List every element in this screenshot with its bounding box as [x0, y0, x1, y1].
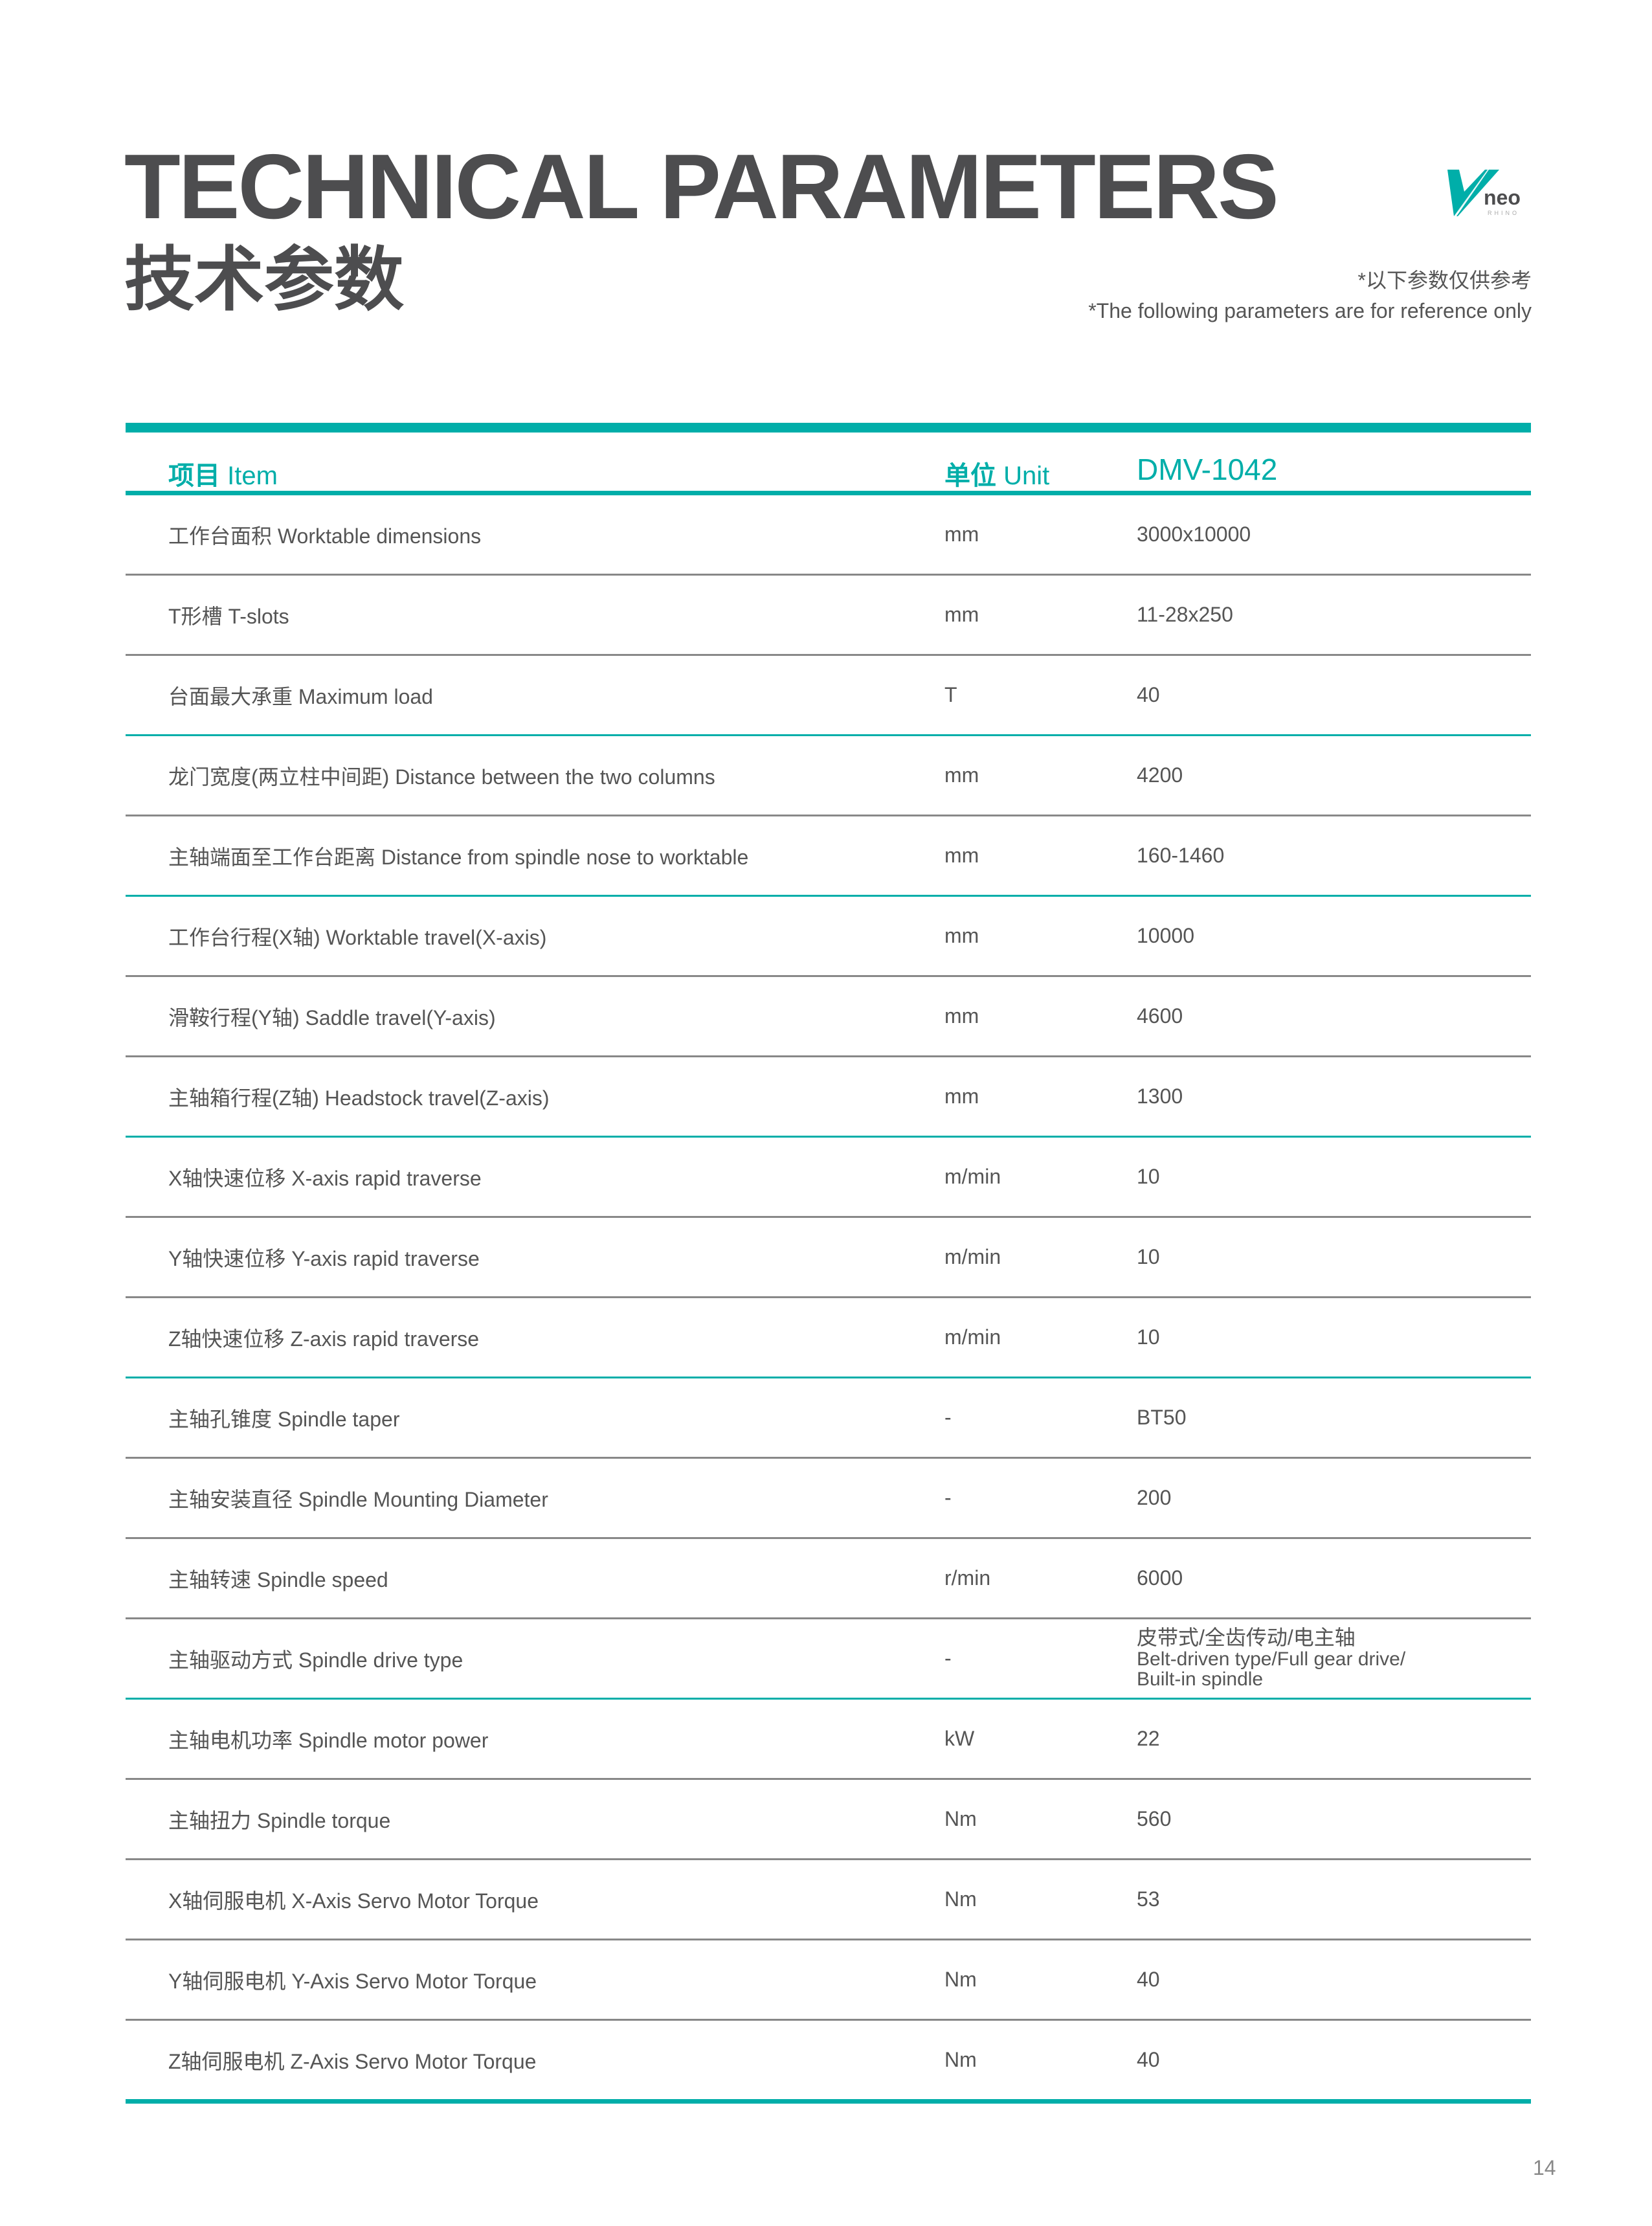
- unit-cell: mm: [944, 924, 979, 947]
- unit-cell: mm: [944, 844, 979, 867]
- page-title-chinese: 技术参数: [124, 240, 405, 319]
- table-row: Z轴快速位移 Z-axis rapid traverse m/min 10: [126, 1298, 1531, 1378]
- table-row: X轴快速位移 X-axis rapid traverse m/min 10: [126, 1138, 1531, 1218]
- unit-cell: mm: [944, 603, 979, 626]
- table-row: X轴伺服电机 X-Axis Servo Motor Torque Nm 53: [126, 1860, 1531, 1940]
- value-cell: 53: [1137, 1887, 1160, 1911]
- unit-cell: -: [944, 1486, 952, 1509]
- value-cell: 10: [1137, 1165, 1160, 1188]
- value-cell: 40: [1137, 2048, 1160, 2071]
- reference-note-en: *The following parameters are for refere…: [1088, 299, 1532, 322]
- table-top-bar: [126, 423, 1531, 433]
- item-cell: Z轴伺服电机 Z-Axis Servo Motor Torque: [168, 2049, 537, 2073]
- table-row: 主轴安装直径 Spindle Mounting Diameter - 200: [126, 1459, 1531, 1539]
- unit-cell: Nm: [944, 2048, 977, 2071]
- table-row: Y轴快速位移 Y-axis rapid traverse m/min 10: [126, 1218, 1531, 1298]
- value-en-line2: Built-in spindle: [1137, 1669, 1264, 1691]
- page-title: TECHNICAL PARAMETERS: [124, 135, 1279, 238]
- table-row: T形槽 T-slots mm 11-28x250: [126, 576, 1531, 656]
- value-cell: 3000x10000: [1137, 523, 1251, 546]
- value-cell: 160-1460: [1137, 844, 1225, 867]
- unit-cell: kW: [944, 1727, 975, 1750]
- value-cell: 10000: [1137, 924, 1194, 947]
- item-cell: Z轴快速位移 Z-axis rapid traverse: [168, 1327, 480, 1351]
- value-cell: 10: [1137, 1245, 1160, 1268]
- svg-text:RHINO: RHINO: [1488, 210, 1519, 216]
- value-cn: 皮带式/全齿传动/电主轴: [1137, 1626, 1356, 1650]
- table-row: 主轴驱动方式 Spindle drive type - 皮带式/全齿传动/电主轴…: [126, 1619, 1531, 1700]
- value-cell: 560: [1137, 1807, 1172, 1830]
- item-cell: 工作台行程(X轴) Worktable travel(X-axis): [168, 925, 547, 949]
- value-cell: 4200: [1137, 763, 1183, 787]
- unit-cell: Nm: [944, 1887, 977, 1911]
- value-cell: 11-28x250: [1137, 603, 1233, 626]
- item-cell: Y轴快速位移 Y-axis rapid traverse: [168, 1246, 480, 1270]
- table-row: 主轴电机功率 Spindle motor power kW 22: [126, 1700, 1531, 1780]
- parameters-table: 项目 Item 单位 Unit DMV-1042 工作台面积 Worktable…: [126, 423, 1531, 2104]
- unit-cell: Nm: [944, 1968, 977, 1991]
- page-number: 14: [1533, 2156, 1556, 2179]
- unit-cell: T: [944, 683, 957, 706]
- table-row: 主轴转速 Spindle speed r/min 6000: [126, 1539, 1531, 1619]
- header-model: DMV-1042: [1137, 453, 1278, 486]
- item-cell: 主轴安装直径 Spindle Mounting Diameter: [168, 1487, 548, 1511]
- item-cell: Y轴伺服电机 Y-Axis Servo Motor Torque: [168, 1969, 537, 1993]
- item-cell: 龙门宽度(两立柱中间距) Distance between the two co…: [168, 765, 715, 789]
- value-cell: 200: [1137, 1486, 1172, 1509]
- unit-cell: mm: [944, 1085, 979, 1108]
- item-cell: 工作台面积 Worktable dimensions: [168, 524, 482, 548]
- unit-cell: mm: [944, 763, 979, 787]
- value-cell: BT50: [1137, 1406, 1187, 1429]
- item-cell: 主轴驱动方式 Spindle drive type: [168, 1648, 463, 1672]
- item-cell: X轴伺服电机 X-Axis Servo Motor Torque: [168, 1889, 539, 1913]
- value-cell: 1300: [1137, 1085, 1183, 1108]
- table-row: 台面最大承重 Maximum load T 40: [126, 656, 1531, 736]
- item-cell: 滑鞍行程(Y轴) Saddle travel(Y-axis): [168, 1006, 496, 1029]
- unit-cell: m/min: [944, 1325, 1001, 1349]
- header-unit: 单位 Unit: [944, 462, 1050, 490]
- value-cell: 4600: [1137, 1004, 1183, 1028]
- item-cell: T形槽 T-slots: [168, 604, 289, 628]
- item-cell: 主轴孔锥度 Spindle taper: [168, 1407, 400, 1431]
- table-row: 主轴端面至工作台距离 Distance from spindle nose to…: [126, 816, 1531, 897]
- unit-cell: -: [944, 1406, 952, 1429]
- item-cell: 主轴扭力 Spindle torque: [168, 1808, 391, 1832]
- unit-cell: m/min: [944, 1245, 1001, 1268]
- value-cell: 40: [1137, 1968, 1160, 1991]
- unit-cell: -: [944, 1647, 952, 1670]
- table-row: 滑鞍行程(Y轴) Saddle travel(Y-axis) mm 4600: [126, 977, 1531, 1057]
- table-row: Y轴伺服电机 Y-Axis Servo Motor Torque Nm 40: [126, 1940, 1531, 2021]
- table-row: Z轴伺服电机 Z-Axis Servo Motor Torque Nm 40: [126, 2021, 1531, 2104]
- unit-cell: m/min: [944, 1165, 1001, 1188]
- item-cell: 主轴端面至工作台距离 Distance from spindle nose to…: [168, 845, 749, 869]
- item-cell: 台面最大承重 Maximum load: [168, 684, 433, 708]
- header-item: 项目 Item: [168, 462, 278, 490]
- unit-cell: mm: [944, 1004, 979, 1028]
- table-row: 主轴扭力 Spindle torque Nm 560: [126, 1780, 1531, 1860]
- unit-cell: mm: [944, 523, 979, 546]
- value-cell: 皮带式/全齿传动/电主轴 Belt-driven type/Full gear …: [1137, 1619, 1405, 1698]
- value-cell: 10: [1137, 1325, 1160, 1349]
- table-row: 工作台面积 Worktable dimensions mm 3000x10000: [126, 495, 1531, 576]
- item-cell: 主轴箱行程(Z轴) Headstock travel(Z-axis): [168, 1086, 550, 1110]
- neo-rhino-logo: neo RHINO: [1447, 170, 1521, 216]
- table-header: 项目 Item 单位 Unit DMV-1042: [126, 433, 1531, 495]
- item-cell: X轴快速位移 X-axis rapid traverse: [168, 1166, 482, 1190]
- reference-note-cn: *以下参数仅供参考: [1357, 269, 1532, 292]
- unit-cell: r/min: [944, 1566, 991, 1590]
- value-cell: 6000: [1137, 1566, 1183, 1590]
- table-row: 龙门宽度(两立柱中间距) Distance between the two co…: [126, 736, 1531, 816]
- table-row: 主轴孔锥度 Spindle taper - BT50: [126, 1378, 1531, 1459]
- table-row: 工作台行程(X轴) Worktable travel(X-axis) mm 100…: [126, 897, 1531, 977]
- value-en-line1: Belt-driven type/Full gear drive/: [1137, 1648, 1406, 1670]
- unit-cell: Nm: [944, 1807, 977, 1830]
- value-cell: 40: [1137, 683, 1160, 706]
- svg-text:neo: neo: [1484, 186, 1521, 209]
- item-cell: 主轴转速 Spindle speed: [168, 1568, 388, 1591]
- item-cell: 主轴电机功率 Spindle motor power: [168, 1728, 489, 1752]
- value-cell: 22: [1137, 1727, 1160, 1750]
- table-row: 主轴箱行程(Z轴) Headstock travel(Z-axis) mm 130…: [126, 1057, 1531, 1138]
